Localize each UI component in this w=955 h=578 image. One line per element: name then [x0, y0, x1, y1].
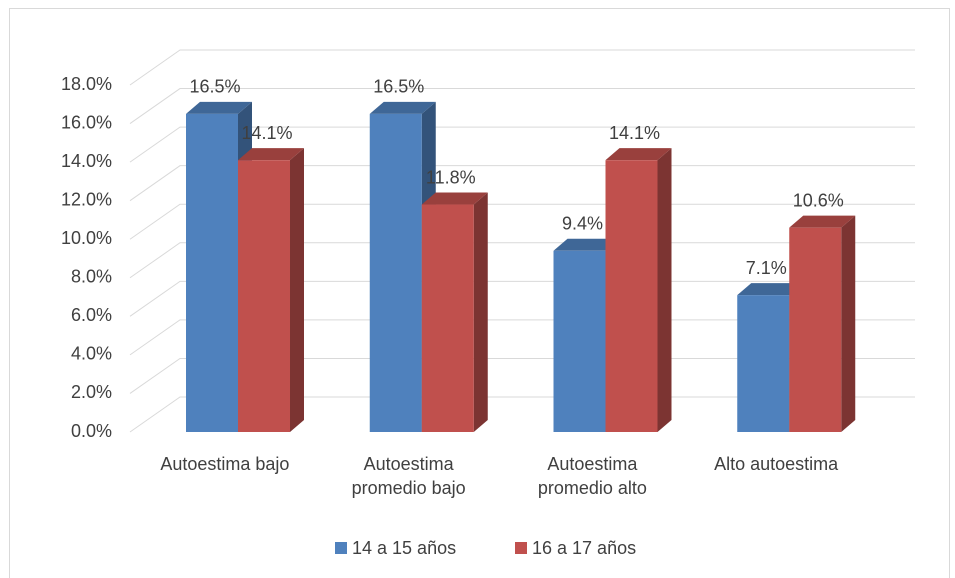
- bar-top: [737, 283, 804, 296]
- bar-top: [553, 238, 620, 251]
- data-label: 10.6%: [793, 190, 844, 210]
- y-tick-label: 16.0%: [61, 112, 112, 132]
- bar: [186, 113, 238, 433]
- bar: [605, 160, 658, 432]
- bar: [737, 295, 790, 432]
- grid-line: [129, 49, 915, 86]
- bar-top: [186, 101, 252, 114]
- y-tick-label: 4.0%: [71, 344, 112, 364]
- bar-side: [473, 192, 488, 432]
- bar-side: [657, 148, 672, 432]
- chart-border: [9, 8, 950, 578]
- data-label: 14.1%: [241, 123, 292, 143]
- data-label: 14.1%: [609, 123, 660, 143]
- y-tick-label: 18.0%: [61, 74, 112, 94]
- grid-line: [129, 126, 915, 163]
- bar-top: [789, 215, 856, 228]
- legend-label: 16 a 17 años: [532, 538, 636, 558]
- data-label: 16.5%: [373, 77, 424, 97]
- bar-side: [290, 148, 304, 432]
- x-tick-label: Autoestima promedio alto: [537, 454, 647, 498]
- bar: [553, 250, 606, 432]
- data-label: 7.1%: [746, 258, 787, 278]
- bar-top: [238, 148, 304, 161]
- data-label: 11.8%: [426, 167, 476, 187]
- legend-swatch: [335, 542, 347, 554]
- bar-top: [369, 101, 436, 114]
- bar: [789, 227, 842, 432]
- y-tick-label: 10.0%: [61, 228, 112, 248]
- x-tick-label: Autoestima promedio bajo: [351, 454, 466, 498]
- grid-line: [129, 88, 915, 124]
- y-tick-label: 14.0%: [61, 151, 112, 171]
- legend-label: 14 a 15 años: [352, 538, 456, 558]
- bar-top: [421, 192, 488, 205]
- data-label: 16.5%: [189, 77, 240, 97]
- bar-top: [605, 148, 672, 161]
- bar: [369, 113, 422, 433]
- bar: [238, 160, 290, 432]
- x-tick-label: Alto autoestima: [714, 454, 839, 474]
- x-tick-label: Autoestima bajo: [160, 454, 290, 474]
- bar: [421, 204, 474, 432]
- bar-side: [841, 215, 856, 432]
- y-tick-label: 12.0%: [61, 189, 112, 209]
- y-tick-label: 8.0%: [71, 267, 112, 287]
- y-tick-label: 2.0%: [71, 382, 112, 402]
- data-label: 9.4%: [562, 214, 603, 234]
- y-tick-label: 0.0%: [71, 421, 112, 441]
- y-tick-label: 6.0%: [71, 305, 112, 325]
- legend-swatch: [515, 542, 527, 554]
